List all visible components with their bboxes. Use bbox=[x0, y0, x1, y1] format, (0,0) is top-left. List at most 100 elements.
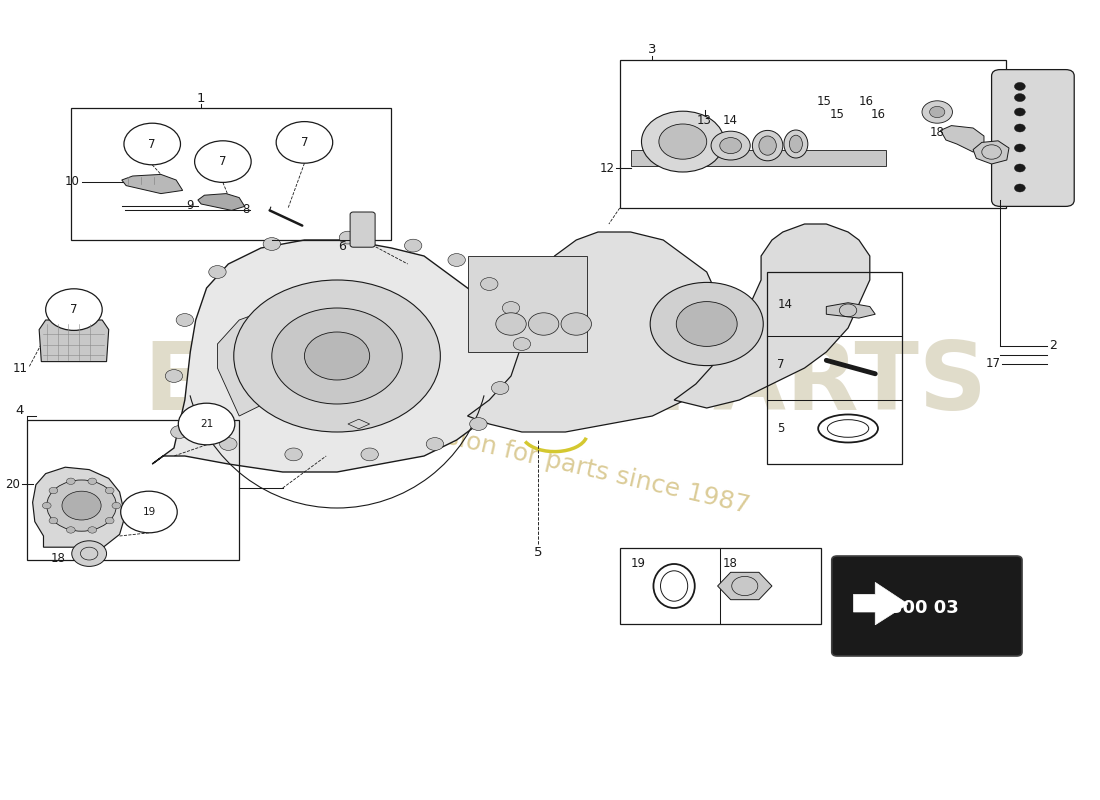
Text: 9: 9 bbox=[186, 199, 194, 212]
Text: 7: 7 bbox=[300, 136, 308, 149]
Text: 21: 21 bbox=[200, 419, 213, 429]
Polygon shape bbox=[974, 141, 1009, 164]
Circle shape bbox=[1014, 164, 1025, 172]
Text: 14: 14 bbox=[723, 114, 738, 126]
Circle shape bbox=[650, 282, 763, 366]
Circle shape bbox=[514, 338, 530, 350]
Text: EUROCARPARTS: EUROCARPARTS bbox=[143, 338, 988, 430]
Polygon shape bbox=[33, 467, 125, 547]
Circle shape bbox=[234, 280, 440, 432]
Circle shape bbox=[492, 382, 509, 394]
Circle shape bbox=[209, 266, 227, 278]
Circle shape bbox=[176, 314, 194, 326]
Bar bbox=[468, 256, 587, 352]
Circle shape bbox=[561, 313, 592, 335]
Bar bbox=[630, 150, 887, 166]
Bar bbox=[619, 60, 1005, 208]
Text: 16: 16 bbox=[871, 108, 886, 121]
Circle shape bbox=[719, 138, 741, 154]
Circle shape bbox=[112, 502, 121, 509]
Circle shape bbox=[922, 101, 953, 123]
Circle shape bbox=[285, 448, 303, 461]
Circle shape bbox=[165, 370, 183, 382]
Circle shape bbox=[170, 426, 188, 438]
Polygon shape bbox=[940, 126, 984, 152]
Circle shape bbox=[276, 122, 332, 163]
Text: 7: 7 bbox=[70, 303, 78, 316]
Circle shape bbox=[263, 238, 280, 250]
Text: 3: 3 bbox=[648, 43, 657, 56]
Circle shape bbox=[88, 478, 97, 485]
Ellipse shape bbox=[752, 130, 783, 161]
Circle shape bbox=[339, 231, 356, 244]
Circle shape bbox=[121, 491, 177, 533]
Circle shape bbox=[711, 131, 750, 160]
Bar bbox=[619, 548, 821, 624]
Text: 12: 12 bbox=[600, 162, 614, 174]
Polygon shape bbox=[122, 174, 183, 194]
Text: 14: 14 bbox=[778, 298, 792, 311]
Circle shape bbox=[426, 438, 443, 450]
Text: 16: 16 bbox=[859, 95, 874, 108]
Circle shape bbox=[448, 254, 465, 266]
Text: 4: 4 bbox=[15, 404, 24, 417]
Circle shape bbox=[88, 526, 97, 533]
Circle shape bbox=[930, 106, 945, 118]
Text: 6: 6 bbox=[338, 240, 345, 253]
Polygon shape bbox=[854, 582, 908, 625]
FancyBboxPatch shape bbox=[991, 70, 1075, 206]
Text: 18: 18 bbox=[51, 552, 65, 565]
Text: 7: 7 bbox=[778, 358, 785, 370]
Circle shape bbox=[481, 278, 498, 290]
Text: 19: 19 bbox=[630, 557, 646, 570]
Circle shape bbox=[405, 239, 422, 252]
Circle shape bbox=[66, 526, 75, 533]
Text: 5: 5 bbox=[778, 422, 784, 435]
Circle shape bbox=[72, 541, 107, 566]
Ellipse shape bbox=[784, 130, 807, 158]
Circle shape bbox=[1014, 94, 1025, 102]
Polygon shape bbox=[40, 320, 109, 362]
Bar bbox=[28, 420, 239, 560]
Circle shape bbox=[1014, 184, 1025, 192]
FancyBboxPatch shape bbox=[350, 212, 375, 247]
Circle shape bbox=[272, 308, 403, 404]
Circle shape bbox=[361, 448, 378, 461]
Circle shape bbox=[496, 313, 526, 335]
Text: 19: 19 bbox=[142, 507, 155, 517]
Circle shape bbox=[470, 418, 487, 430]
Circle shape bbox=[1014, 82, 1025, 90]
Circle shape bbox=[178, 403, 234, 445]
Ellipse shape bbox=[759, 136, 777, 155]
Text: 1: 1 bbox=[197, 92, 206, 105]
Circle shape bbox=[50, 487, 57, 494]
Text: 13: 13 bbox=[697, 114, 712, 126]
Bar bbox=[70, 108, 392, 240]
Bar bbox=[767, 272, 902, 464]
Text: a passion for parts since 1987: a passion for parts since 1987 bbox=[378, 410, 752, 518]
FancyBboxPatch shape bbox=[832, 556, 1022, 656]
Circle shape bbox=[43, 502, 51, 509]
Ellipse shape bbox=[790, 135, 802, 153]
Text: 18: 18 bbox=[930, 126, 945, 138]
Text: 7: 7 bbox=[219, 155, 227, 168]
Circle shape bbox=[676, 302, 737, 346]
Text: 18: 18 bbox=[723, 557, 738, 570]
Circle shape bbox=[503, 302, 519, 314]
Circle shape bbox=[1014, 144, 1025, 152]
Text: 20: 20 bbox=[4, 478, 20, 490]
Text: 2: 2 bbox=[1049, 339, 1057, 352]
Circle shape bbox=[528, 313, 559, 335]
Circle shape bbox=[659, 124, 706, 159]
Circle shape bbox=[1014, 124, 1025, 132]
Circle shape bbox=[50, 518, 57, 524]
Circle shape bbox=[106, 518, 114, 524]
Text: 8: 8 bbox=[243, 203, 250, 216]
Circle shape bbox=[305, 332, 370, 380]
Polygon shape bbox=[218, 312, 327, 416]
Text: 11: 11 bbox=[12, 362, 28, 374]
Text: 15: 15 bbox=[829, 108, 845, 121]
Circle shape bbox=[66, 478, 75, 485]
Circle shape bbox=[62, 491, 101, 520]
Circle shape bbox=[46, 289, 102, 330]
